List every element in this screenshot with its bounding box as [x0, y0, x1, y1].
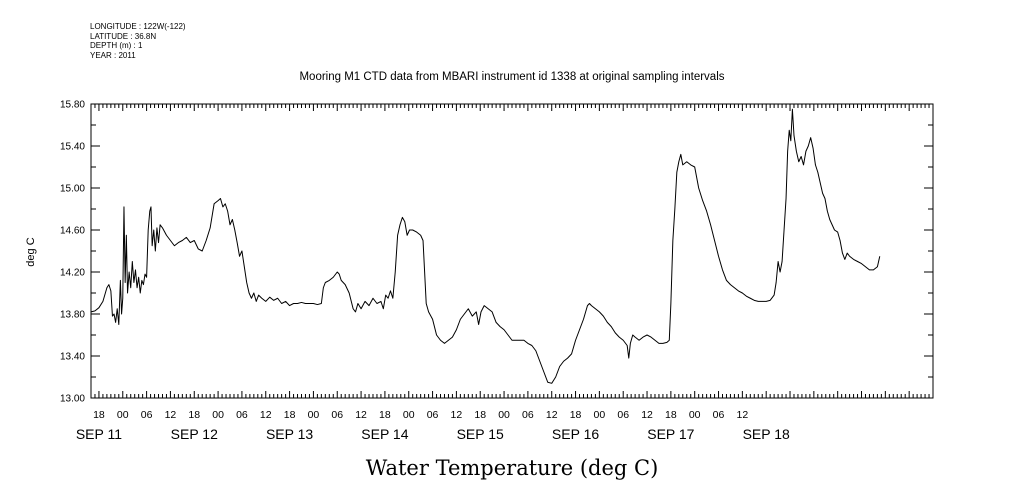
date-label: SEP 18: [743, 426, 790, 442]
y-tick-label: 14.20: [60, 268, 85, 279]
date-label: SEP 14: [361, 426, 408, 442]
y-tick-label: 15.40: [60, 142, 85, 153]
year-text: YEAR : 2011: [90, 50, 136, 60]
y-tick-label: 15.00: [60, 184, 85, 195]
axes-layer: 13.00 13.40 13.80 14.20 14.60 15.00 15.40 15.80…: [60, 100, 934, 442]
x-axis-label: Water Temperature (deg C): [366, 456, 659, 480]
x-tick-label: 18: [284, 409, 296, 421]
date-label: SEP 12: [171, 426, 218, 442]
y-axis-label: deg C: [25, 237, 37, 266]
date-label: SEP 17: [647, 426, 694, 442]
date-label: SEP 15: [457, 426, 504, 442]
x-tick-label: 06: [141, 409, 153, 421]
x-tick-label: 12: [641, 409, 653, 421]
depth-text: DEPTH (m) : 1: [90, 41, 143, 50]
axis-ticks: [90, 103, 934, 399]
x-tick-label: 06: [617, 409, 629, 421]
x-tick-label: 12: [165, 409, 177, 421]
x-tick-label: 18: [93, 409, 105, 421]
x-tick-label: 06: [713, 409, 725, 421]
x-tick-label: 12: [737, 409, 749, 421]
date-label: SEP 16: [552, 426, 599, 442]
latitude-text: LATITUDE : 36.8N: [90, 31, 157, 41]
date-label: SEP 13: [266, 426, 313, 442]
line-layer: [90, 108, 881, 384]
x-tick-label: 00: [689, 409, 701, 421]
x-tick-label: 00: [498, 409, 510, 421]
y-tick-label: 13.40: [60, 352, 85, 363]
x-tick-label: 06: [331, 409, 343, 421]
plot-frame: [90, 103, 934, 399]
y-tick-label: 13.80: [60, 310, 85, 321]
x-tick-label: 12: [355, 409, 367, 421]
x-tick-label: 18: [188, 409, 200, 421]
x-tick-label: 12: [260, 409, 272, 421]
x-tick-label: 18: [474, 409, 486, 421]
x-tick-label: 18: [570, 409, 582, 421]
x-tick-label: 18: [665, 409, 677, 421]
x-tick-label: 18: [379, 409, 391, 421]
x-tick-label: 00: [308, 409, 320, 421]
date-label: SEP 11: [76, 426, 122, 442]
longitude-text: LONGITUDE : 122W(-122): [90, 22, 186, 31]
y-tick-label: 14.60: [60, 226, 85, 237]
x-tick-label: 06: [522, 409, 534, 421]
x-tick-label: 06: [236, 409, 248, 421]
series-line: [90, 108, 881, 384]
x-tick-label: 00: [594, 409, 606, 421]
y-tick-label: 15.80: [60, 100, 85, 111]
x-tick-label: 12: [451, 409, 463, 421]
metadata-block: LONGITUDE : 122W(-122) LATITUDE : 36.8N …: [90, 22, 186, 60]
chart-title: Mooring M1 CTD data from MBARI instrumen…: [299, 71, 724, 83]
x-tick-label: 00: [403, 409, 415, 421]
x-tick-label: 12: [546, 409, 558, 421]
y-tick-label: 13.00: [60, 394, 85, 405]
x-tick-label: 06: [427, 409, 439, 421]
x-tick-label: 00: [212, 409, 224, 421]
x-tick-label: 00: [117, 409, 129, 421]
